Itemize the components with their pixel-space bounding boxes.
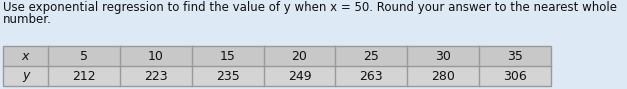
Text: 20: 20 <box>292 49 307 62</box>
Text: 235: 235 <box>216 70 240 83</box>
Text: 35: 35 <box>507 49 523 62</box>
Text: 25: 25 <box>364 49 379 62</box>
Text: x: x <box>22 49 29 62</box>
Text: 223: 223 <box>144 70 167 83</box>
Bar <box>3 66 551 86</box>
Text: 212: 212 <box>72 70 96 83</box>
Text: 10: 10 <box>148 49 164 62</box>
Text: 249: 249 <box>288 70 312 83</box>
Text: 15: 15 <box>219 49 236 62</box>
Bar <box>3 46 551 86</box>
Text: Use exponential regression to find the value of y when x = 50. Round your answer: Use exponential regression to find the v… <box>3 1 617 14</box>
Text: 306: 306 <box>503 70 527 83</box>
Text: 263: 263 <box>359 70 383 83</box>
Text: 5: 5 <box>80 49 88 62</box>
Text: 280: 280 <box>431 70 455 83</box>
Text: y: y <box>22 70 29 83</box>
Text: number.: number. <box>3 13 52 26</box>
Bar <box>3 46 551 66</box>
Text: 30: 30 <box>435 49 451 62</box>
